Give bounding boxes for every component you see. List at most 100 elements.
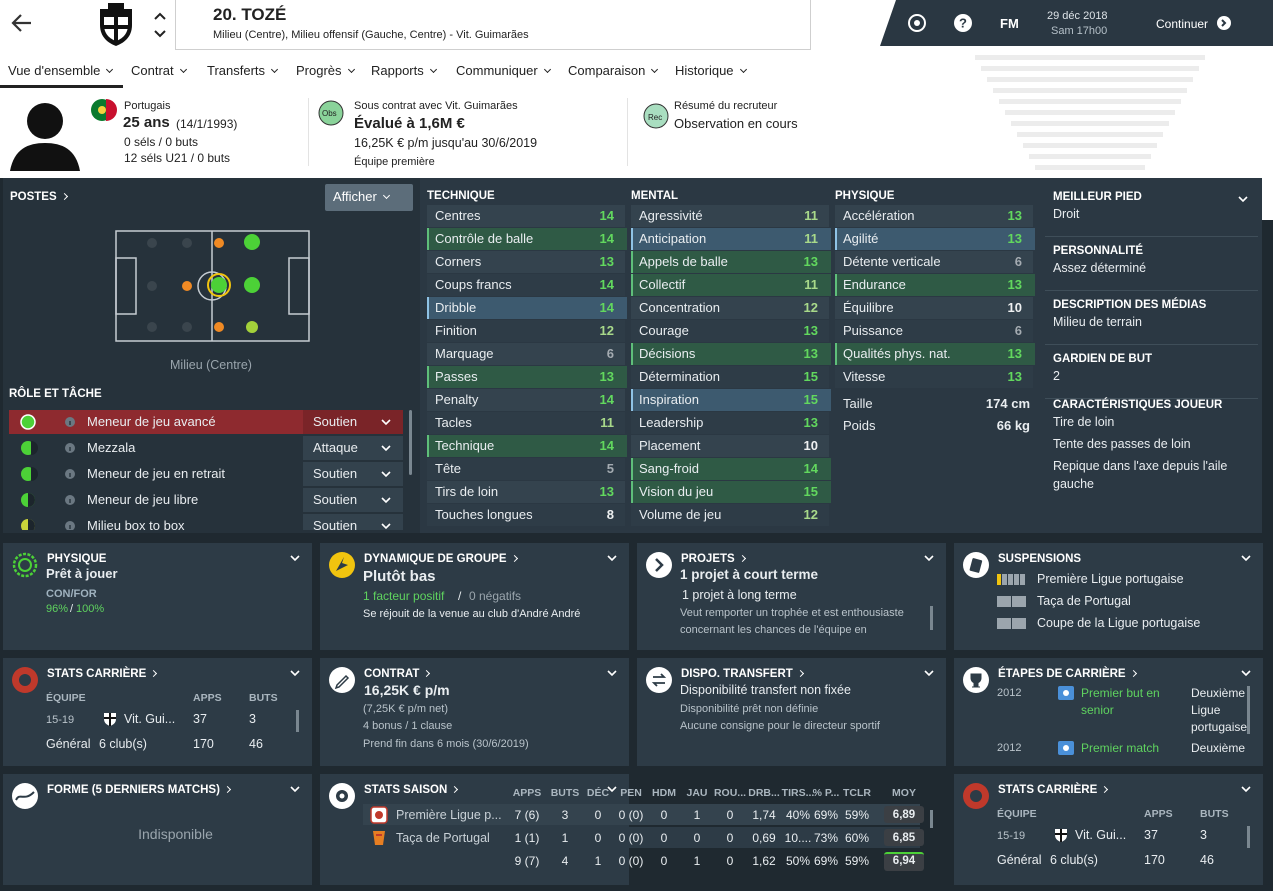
projects-note: Veut remporter un trophée et est enthous… — [680, 607, 904, 636]
collapse[interactable] — [607, 670, 617, 677]
card-title[interactable]: STATS CARRIÈRE — [998, 782, 1107, 798]
nav-tab[interactable]: Progrès — [296, 63, 354, 79]
game-date: 29 déc 2018 — [1047, 10, 1108, 22]
stat-value: 0 (0) — [618, 808, 644, 822]
collapse[interactable] — [1241, 555, 1251, 562]
dropdown[interactable] — [381, 523, 391, 530]
obs-badge — [318, 100, 344, 126]
role-duty[interactable]: Soutien — [313, 518, 358, 530]
shape — [1017, 132, 1163, 137]
attribute-name: Technique — [435, 438, 495, 453]
stripe — [1029, 154, 1151, 159]
continue-button[interactable]: Continuer — [1156, 17, 1209, 31]
stat-value: 50% — [785, 854, 811, 868]
attribute-name: Tirs de loin — [435, 484, 499, 499]
attribute-name: Dribble — [435, 300, 477, 315]
card-title[interactable]: PROJETS — [681, 551, 745, 567]
info-icon[interactable] — [65, 469, 75, 479]
collapse[interactable] — [607, 786, 617, 793]
role-rating — [21, 493, 35, 507]
attribute-name: Centres — [435, 208, 481, 223]
attribute-value: 15 — [803, 392, 818, 407]
nav-tab[interactable]: Transferts — [207, 63, 277, 79]
positions-title[interactable]: POSTES — [10, 189, 67, 205]
collapse[interactable] — [290, 670, 300, 677]
role-name[interactable]: Meneur de jeu en retrait — [87, 466, 226, 481]
duty-select[interactable] — [303, 488, 403, 512]
collapse[interactable] — [924, 555, 934, 562]
card-title[interactable]: DYNAMIQUE DE GROUPE — [364, 551, 517, 567]
dropdown[interactable] — [381, 445, 391, 452]
collapse[interactable] — [1238, 196, 1248, 203]
role-duty[interactable]: Soutien — [313, 466, 358, 481]
dropdown[interactable] — [381, 497, 391, 504]
duty-select[interactable] — [303, 462, 403, 486]
collapse[interactable] — [607, 555, 617, 562]
info-icon[interactable] — [65, 495, 75, 505]
role-name[interactable]: Milieu box to box — [87, 518, 185, 530]
role-rating — [21, 467, 38, 481]
player-switch[interactable] — [153, 12, 167, 38]
dropdown[interactable] — [381, 419, 391, 426]
role-name[interactable]: Mezzala — [87, 440, 136, 455]
shape — [1011, 121, 1169, 126]
position-label: Milieu (Centre) — [170, 358, 252, 372]
shape — [288, 257, 310, 315]
suspension-status — [997, 574, 1025, 585]
column-header: APPS — [193, 692, 222, 704]
card-title[interactable]: CONTRAT — [364, 666, 429, 682]
info-icon[interactable] — [65, 521, 75, 530]
attribute-row — [835, 297, 1033, 319]
negative-factors: 0 négatifs — [469, 589, 522, 603]
role-duty[interactable]: Soutien — [313, 414, 358, 429]
shape — [69, 525, 71, 529]
nav-tab[interactable]: Vue d'ensemble — [8, 63, 112, 79]
collapse[interactable] — [924, 670, 934, 677]
card-title[interactable]: STATS SAISON — [364, 782, 457, 798]
role-name[interactable]: Meneur de jeu avancé — [87, 414, 216, 429]
fitness-status: Prêt à jouer — [46, 566, 118, 581]
obs-badge-label: Obs — [322, 109, 337, 118]
attribute-value: 15 — [803, 369, 818, 384]
shape — [1012, 618, 1026, 629]
card-title[interactable]: DISPO. TRANSFERT — [681, 666, 803, 682]
shape — [69, 421, 71, 425]
duty-select[interactable] — [303, 436, 403, 460]
card-title[interactable]: ÉTAPES DE CARRIÈRE — [998, 666, 1136, 682]
nav-tab[interactable]: Contrat — [131, 63, 186, 79]
shape — [69, 473, 71, 477]
ball-button[interactable] — [907, 13, 927, 33]
card-icon — [12, 667, 38, 693]
collapse[interactable] — [290, 555, 300, 562]
info-icon[interactable] — [65, 417, 75, 427]
shape — [12, 552, 38, 578]
info-icon[interactable] — [65, 443, 75, 453]
milestone-event: Premier match — [1081, 741, 1160, 755]
attribute-row — [427, 481, 625, 503]
nav-tab[interactable]: Historique — [675, 63, 746, 79]
role-duty[interactable]: Attaque — [313, 440, 358, 455]
card-title[interactable]: STATS CARRIÈRE — [47, 666, 156, 682]
continue-icon[interactable] — [1217, 16, 1231, 30]
collapse[interactable] — [290, 786, 300, 793]
dropdown[interactable] — [381, 471, 391, 478]
role-name[interactable]: Meneur de jeu libre — [87, 492, 199, 507]
nav-tab[interactable]: Comparaison — [568, 63, 657, 79]
shape — [339, 793, 345, 799]
role-duty[interactable]: Soutien — [313, 492, 358, 507]
collapse[interactable] — [1241, 786, 1251, 793]
duty-select[interactable] — [303, 514, 403, 530]
back-button[interactable] — [10, 11, 34, 35]
attribute-row — [631, 320, 829, 342]
card-title[interactable]: FORME (5 DERNIERS MATCHS) — [47, 782, 230, 798]
attribute-value: 12 — [803, 300, 818, 315]
scout-title: Résumé du recruteur — [674, 100, 778, 112]
help-button[interactable]: ? — [953, 13, 973, 33]
shape — [970, 790, 982, 802]
collapse[interactable] — [1241, 670, 1251, 677]
nav-tab[interactable]: Communiquer — [456, 63, 550, 79]
nav-tab[interactable]: Rapports — [371, 63, 436, 79]
duty-select[interactable] — [303, 410, 403, 434]
shape — [182, 281, 192, 291]
display-button-label[interactable]: Afficher — [333, 189, 389, 205]
